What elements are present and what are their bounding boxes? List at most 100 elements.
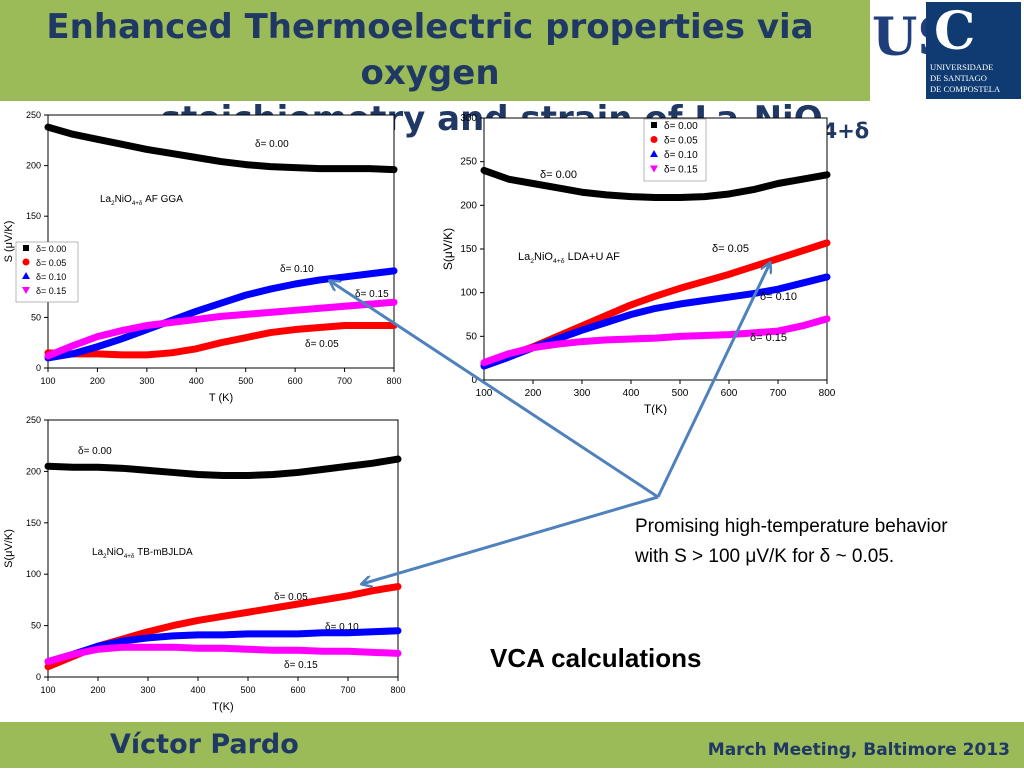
legend-marker [23,245,29,251]
y-tick-label: 250 [26,110,41,120]
x-tick-label: 500 [672,388,689,399]
legend-marker [22,258,30,266]
x-tick-label: 200 [90,685,105,695]
title-subscript-2: 4+δ [822,118,870,143]
x-axis-label: T(K) [644,402,667,415]
chart-method-label-part: 4+δ [553,258,565,265]
x-tick-label: 800 [386,376,401,386]
series-label: δ= 0.10 [325,622,359,633]
series-label: δ= 0.05 [274,592,308,603]
legend-marker [650,165,658,173]
series-label: δ= 0.10 [280,264,314,275]
series-label: δ= 0.05 [305,339,339,350]
y-tick-label: 250 [460,157,477,168]
chart-method-label-part: AF GGA [142,194,183,205]
legend-marker [22,287,30,294]
series-line [44,123,398,174]
chart-method-label-part: La [100,194,112,205]
legend-label: δ= 0.05 [664,136,698,147]
series-label: δ= 0.00 [255,139,289,150]
chart-method-label-part: La [92,547,104,558]
logo-university-name: UNIVERSIDADE DE SANTIAGO DE COMPOSTELA [930,62,1000,95]
series-line [480,166,831,201]
chart-gga: 100200300400500600700800050100150200250T… [3,110,402,404]
x-tick-label: 100 [476,388,493,399]
legend-marker [650,136,658,143]
vca-label: VCA calculations [490,643,702,673]
y-tick-label: 0 [36,672,41,682]
x-tick-label: 600 [290,685,305,695]
series-line [44,455,402,480]
series-label: δ= 0.10 [760,291,797,303]
y-tick-label: 100 [460,288,477,299]
y-tick-label: 50 [466,331,478,342]
chart-method-label-part: TB-mBJLDA [134,547,193,558]
y-axis-label: S(μV/K) [441,228,455,270]
series-label: δ= 0.15 [750,332,787,344]
series-line [480,315,831,367]
chart-method-label: La2NiO4+δ AF GGA [100,194,183,207]
logo-line: UNIVERSIDADE [930,62,994,72]
x-tick-label: 300 [139,376,154,386]
series-label: δ= 0.15 [355,289,389,300]
x-axis-label: T (K) [209,392,233,404]
x-tick-label: 500 [238,376,253,386]
x-tick-label: 700 [770,388,787,399]
y-tick-label: 200 [460,200,477,211]
y-tick-label: 0 [36,363,41,373]
chart-method-label: La2NiO4+δ TB-mBJLDA [92,547,193,560]
chart-method-label-part: NiO [115,194,132,205]
chart-lda-u: 100 200 300 400 500 600 700 800 0 50 100 150 200 250 3… [441,113,836,415]
title-banner: Enhanced Thermoelectric properties via o… [0,0,870,143]
footer-banner: Víctor Pardo March Meeting, Baltimore 20… [0,722,1024,768]
chart-method-label-part: NiO [107,547,124,558]
title-line-1: Enhanced Thermoelectric properties via o… [46,7,814,93]
x-tick-label: 100 [40,376,55,386]
chart-method-label: La2NiO4+δ LDA+U AF [518,251,620,265]
x-tick-label: 700 [340,685,355,695]
legend-marker [650,150,658,157]
arrow-to-lda-u [656,263,770,498]
chart-method-label-part: 2 [111,200,115,207]
y-tick-label: 100 [26,569,41,579]
x-axis-label: T(K) [212,701,233,713]
y-tick-label: 50 [31,312,41,322]
annotation-text: Promising high-temperature behavior with… [635,516,948,567]
chart-method-label-part: 2 [103,553,107,560]
chart-method-label-part: 4+δ [124,553,135,560]
y-axis-label: S (μV/K) [3,221,15,263]
x-tick-label: 800 [390,685,405,695]
legend-label: δ= 0.10 [36,272,66,282]
chart-method-label-part: La [518,251,531,263]
y-axis-label: S(μV/K) [3,529,15,568]
chart-method-label-part: 2 [530,258,534,265]
x-tick-label: 200 [90,376,105,386]
arrow-to-tb-mbjlda [362,495,659,584]
x-tick-label: 600 [288,376,303,386]
chart-method-label-part: NiO [534,251,553,263]
legend-marker [22,272,30,279]
y-tick-label: 150 [26,518,41,528]
x-tick-label: 800 [819,388,836,399]
arrow-to-gga [330,281,659,499]
series-line [44,627,402,666]
usc-logo: US C UNIVERSIDADE DE SANTIAGO DE COMPOST… [872,0,1024,101]
logo-line: DE SANTIAGO [930,73,987,83]
chart-method-label-part: LDA+U AF [565,251,621,263]
logo-line: DE COMPOSTELA [930,84,1001,94]
chart-tb-mbjlda: 100 200 300 400 500 600 700 800 0 50 100 150 200 250 T… [3,415,406,713]
series-line [44,643,402,666]
series-label: δ= 0.00 [540,169,577,181]
y-tick-label: 150 [26,211,41,221]
y-tick-label: 0 [471,375,477,386]
x-tick-label: 400 [189,376,204,386]
y-tick-label: 250 [26,415,41,425]
y-tick-label: 200 [26,161,41,171]
logo-letter-c: C [934,1,976,62]
x-tick-label: 300 [140,685,155,695]
x-tick-label: 600 [721,388,738,399]
x-tick-label: 400 [190,685,205,695]
y-tick-label: 50 [31,621,41,631]
series-line [44,298,398,360]
